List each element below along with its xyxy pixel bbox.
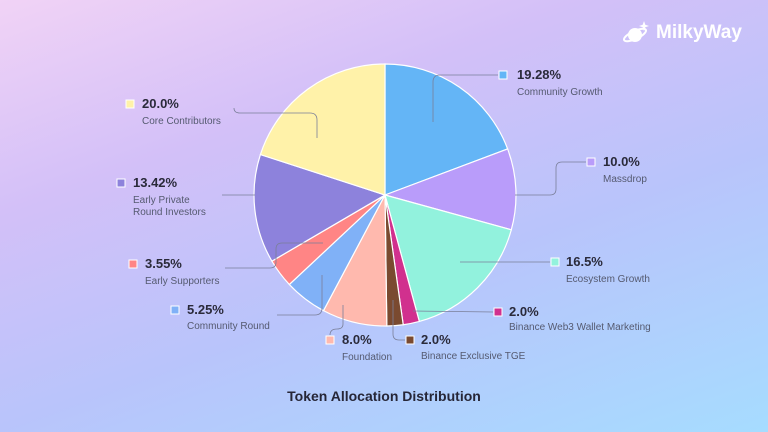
legend-swatch-4 [405, 335, 415, 345]
legend-swatch-0 [498, 70, 508, 80]
legend-swatch-2 [550, 257, 560, 267]
legend-swatch-7 [128, 259, 138, 269]
slice-name-label-7: Early Supporters [145, 276, 219, 287]
pie-slice-9 [259, 63, 386, 196]
slice-name-label-5: Foundation [342, 352, 392, 363]
slice-name-label-4: Binance Exclusive TGE [421, 351, 526, 362]
legend-swatch-3 [493, 307, 503, 317]
slice-name-label-8: Round Investors [133, 207, 206, 218]
slice-value-label-8: 13.42% [133, 175, 178, 190]
slice-name-label-6: Community Round [187, 321, 270, 332]
slice-name-label-9: Core Contributors [142, 116, 221, 127]
leader-line-1 [515, 161, 586, 196]
brand-logo: MilkyWay [622, 20, 742, 46]
slice-value-label-5: 8.0% [342, 332, 372, 347]
planet-sparkle-icon [622, 21, 649, 43]
slice-value-label-0: 19.28% [517, 67, 562, 82]
leader-line-6 [277, 275, 323, 316]
pie-slice-0 [384, 63, 509, 196]
leader-line-5 [329, 305, 344, 336]
leader-line-7 [225, 242, 323, 269]
slice-name-label-2: Ecosystem Growth [566, 274, 650, 285]
leader-line-3 [412, 310, 494, 313]
leader-line-9 [233, 107, 318, 138]
slice-name-label-1: Massdrop [603, 174, 647, 185]
legend-swatch-5 [325, 335, 335, 345]
slice-value-label-3: 2.0% [509, 304, 539, 319]
slice-name-label-8: Early Private [133, 195, 190, 206]
chart-title: Token Allocation Distribution [287, 388, 481, 404]
pie-slice-2 [384, 194, 513, 323]
slice-value-label-6: 5.25% [187, 302, 224, 317]
slice-name-label-0: Community Growth [517, 87, 603, 98]
legend-swatch-9 [125, 99, 135, 109]
leader-line-0 [432, 74, 498, 122]
pie-slice-8 [253, 153, 387, 262]
brand-name: MilkyWay [656, 22, 742, 43]
slice-value-label-2: 16.5% [566, 254, 603, 269]
legend-swatch-8 [116, 178, 126, 188]
pie-slice-1 [383, 148, 517, 231]
leader-line-4 [392, 300, 405, 341]
slice-value-label-1: 10.0% [603, 154, 640, 169]
slice-value-label-7: 3.55% [145, 256, 182, 271]
legend-swatch-6 [170, 305, 180, 315]
slice-value-label-4: 2.0% [421, 332, 451, 347]
slice-name-label-3: Binance Web3 Wallet Marketing [509, 322, 651, 333]
legend-swatch-1 [586, 157, 596, 167]
slice-value-label-9: 20.0% [142, 96, 179, 111]
